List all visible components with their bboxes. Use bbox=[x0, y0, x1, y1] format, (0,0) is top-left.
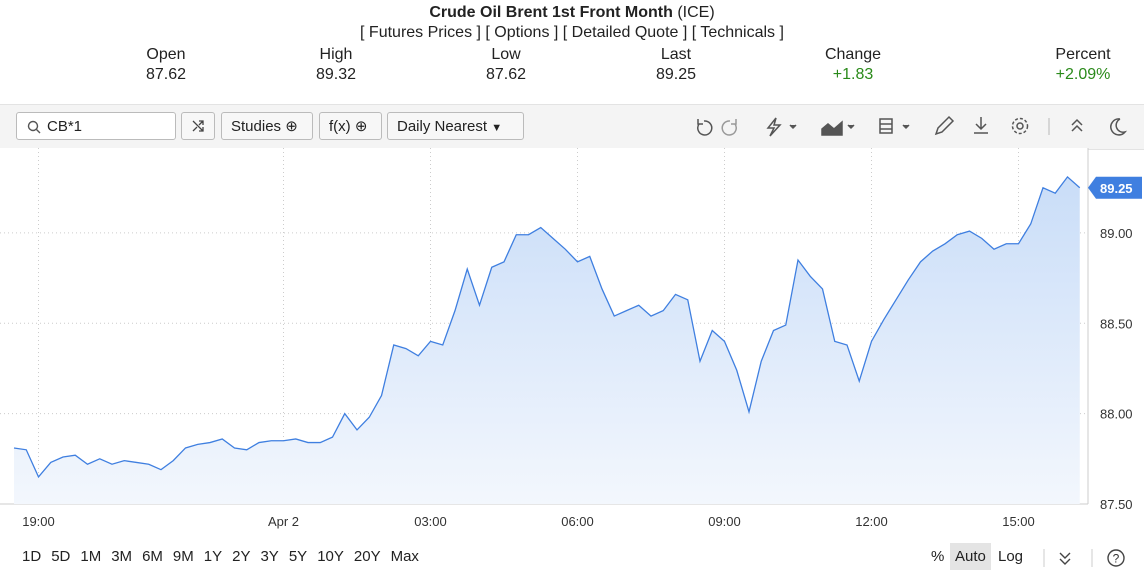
period-button[interactable]: 1M bbox=[80, 548, 102, 565]
quote-label: Change bbox=[824, 46, 882, 63]
quote-value: 87.62 bbox=[145, 66, 187, 83]
period-button[interactable]: 5D bbox=[51, 548, 71, 565]
x-tick-label: 03:00 bbox=[414, 514, 447, 529]
studies: Studies bbox=[231, 118, 282, 135]
quote-item: Percent +2.09% bbox=[1023, 45, 1143, 85]
price-line bbox=[13, 175, 1081, 479]
links: [ Futures Prices ] [ Options ] [ Detaile… bbox=[0, 24, 1144, 42]
toolbar-icons bbox=[697, 115, 1128, 137]
link[interactable]: [ Futures Prices ] bbox=[360, 24, 481, 41]
period-button[interactable]: 2Y bbox=[232, 548, 251, 565]
symbol-input[interactable]: CB*1 bbox=[16, 112, 176, 140]
bottom-icons: ? bbox=[1043, 549, 1125, 567]
quote-value: +2.09% bbox=[1055, 66, 1111, 83]
last-price-label: 89.25 bbox=[1100, 181, 1133, 196]
x-tick-label: 06:00 bbox=[561, 514, 594, 529]
link[interactable]: [ Options ] bbox=[485, 24, 559, 41]
area-fill bbox=[14, 176, 1080, 505]
period-button[interactable]: 1D bbox=[22, 548, 42, 565]
y-tick-label: 87.50 bbox=[1100, 497, 1133, 512]
fx-button[interactable]: f(x) ⊕ bbox=[319, 112, 382, 140]
y-tick-label: 89.00 bbox=[1100, 226, 1133, 241]
quote-item: Open 87.62 bbox=[106, 45, 226, 85]
period-button[interactable]: 3M bbox=[111, 548, 133, 565]
scale-button[interactable]: Log bbox=[998, 548, 1024, 565]
x-tick-label: 12:00 bbox=[855, 514, 888, 529]
period-button[interactable]: 20Y bbox=[353, 548, 381, 565]
compare-button[interactable] bbox=[181, 112, 215, 140]
link[interactable]: [ Detailed Quote ] bbox=[562, 24, 688, 41]
y-tick-label: 88.00 bbox=[1100, 407, 1133, 422]
link[interactable]: [ Technicals ] bbox=[691, 24, 784, 41]
title: Crude Oil Brent 1st Front Month bbox=[429, 4, 673, 21]
quote-value: +1.83 bbox=[832, 66, 874, 83]
exchange: (ICE) bbox=[677, 4, 715, 21]
y-tick-label: 88.50 bbox=[1100, 316, 1133, 331]
period-button[interactable]: 9M bbox=[172, 548, 194, 565]
x-tick-label: 15:00 bbox=[1002, 514, 1035, 529]
period-button[interactable]: Max bbox=[390, 548, 419, 565]
studies-button[interactable]: Studies ⊕ bbox=[221, 112, 313, 140]
quote-label: Last bbox=[660, 46, 692, 63]
quote-value: 89.32 bbox=[315, 66, 357, 83]
fx: f(x) bbox=[329, 118, 351, 135]
svg-text:?: ? bbox=[1113, 552, 1120, 566]
x-tick-label: 09:00 bbox=[708, 514, 741, 529]
toolbar: CB*1 Studies ⊕ f(x) ⊕ Daily Nearest ▼ bbox=[0, 104, 1144, 150]
quote-item: Low 87.62 bbox=[446, 45, 566, 85]
interval-select[interactable]: Daily Nearest ▼ bbox=[387, 112, 524, 140]
period-button[interactable]: 1Y bbox=[203, 548, 223, 565]
shuffle-icon bbox=[192, 120, 204, 132]
x-tick-label: 19:00 bbox=[22, 514, 55, 529]
quote-item: Last 89.25 bbox=[616, 45, 736, 85]
quote-label: High bbox=[319, 46, 353, 63]
period-button[interactable]: 10Y bbox=[317, 548, 344, 565]
period-button[interactable]: 3Y bbox=[260, 548, 279, 565]
chart: 87.50 88.00 88.50 89.00 19:00 Apr 2 03:00 06:00… bbox=[0, 148, 1142, 529]
symbol: CB*1 bbox=[47, 118, 83, 135]
quote-value: 87.62 bbox=[485, 66, 527, 83]
quote-item: High 89.32 bbox=[276, 45, 396, 85]
period-button[interactable]: 5Y bbox=[288, 548, 308, 565]
quote-label: Percent bbox=[1055, 46, 1111, 63]
quote-label: Open bbox=[146, 46, 186, 63]
quote-item: Change +1.83 bbox=[793, 45, 913, 85]
scale-button[interactable]: % bbox=[931, 548, 945, 565]
period-button[interactable]: 6M bbox=[142, 548, 163, 565]
last-price-tag bbox=[1088, 176, 1142, 199]
x-tick-label: Apr 2 bbox=[268, 514, 299, 529]
interval: Daily Nearest bbox=[397, 118, 488, 135]
quote-label: Low bbox=[491, 46, 521, 63]
scale-button[interactable]: Auto bbox=[950, 543, 991, 570]
search-icon bbox=[27, 120, 41, 134]
title-line: Crude Oil Brent 1st Front Month (ICE) bbox=[0, 4, 1144, 22]
quote-value: 89.25 bbox=[655, 66, 697, 83]
